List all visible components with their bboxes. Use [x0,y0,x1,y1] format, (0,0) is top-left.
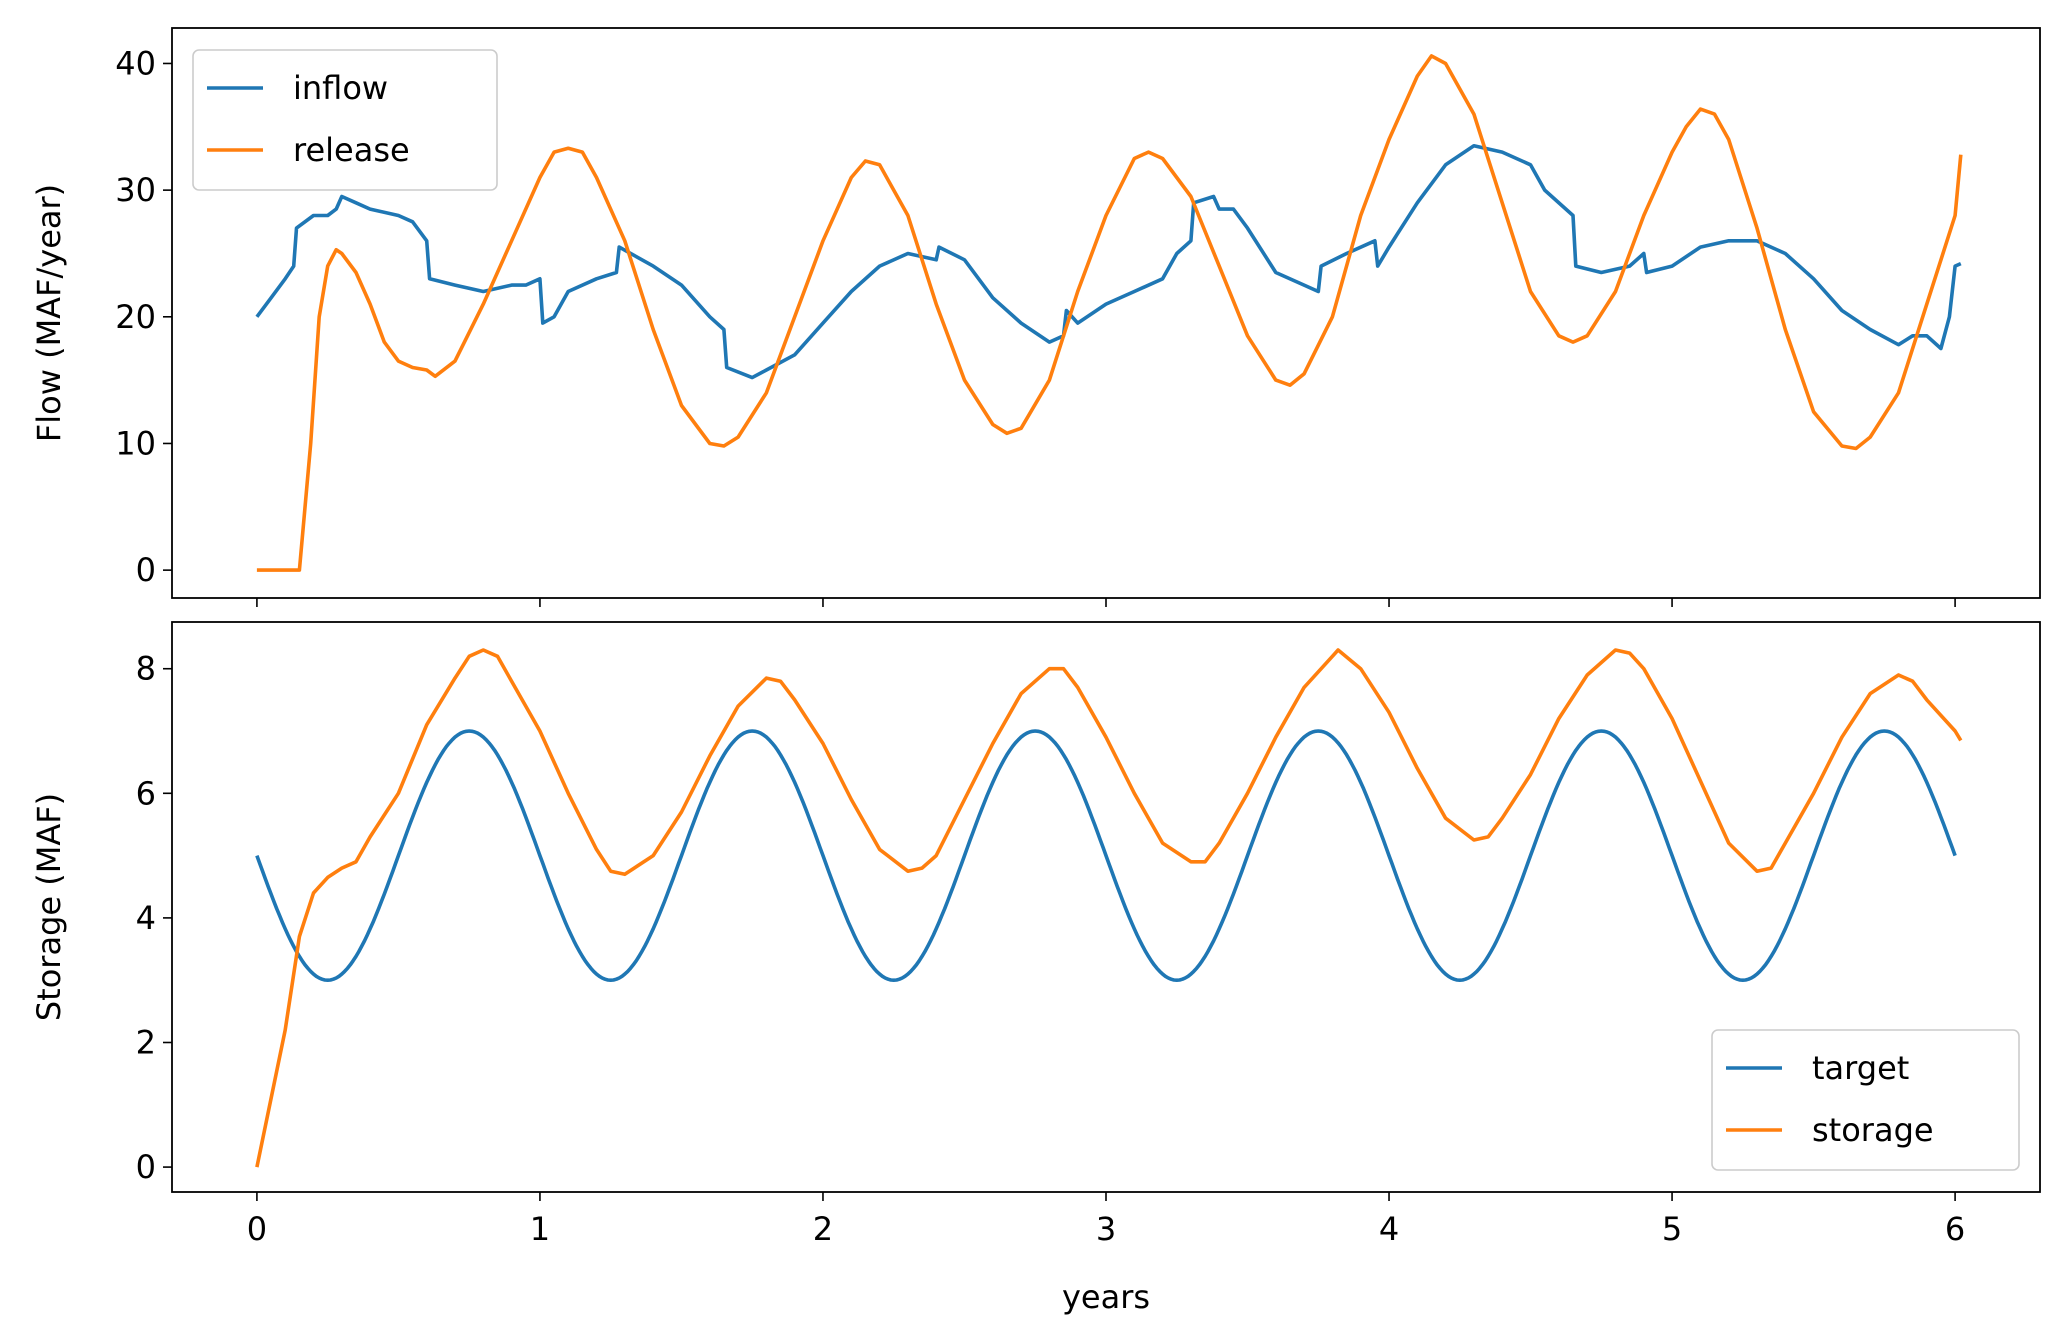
xtick-label: 0 [247,1210,267,1248]
x-axis-label: years [1062,1278,1150,1316]
storage-legend: target storage [1711,1029,2020,1171]
series-line-inflow [255,144,1962,380]
xtick-label: 6 [1945,1210,1965,1248]
storage-y-axis-label: Storage (MAF) [30,793,68,1021]
flow-panel: 0 10 20 30 40 Flow (MAF/year) inflow release [30,27,2041,607]
flow-legend: inflow release [192,49,498,191]
storage-ytick-label: 4 [136,899,156,937]
flow-ytick-label: 40 [115,44,156,82]
legend-label-storage: storage [1812,1111,1934,1149]
storage-ytick-label: 2 [136,1023,156,1061]
flow-axes-frame [171,27,2041,599]
legend-label-release: release [293,131,410,169]
storage-panel: 0 2 4 6 8 0 1 2 3 4 5 6 Storage (MAF) target storage [30,621,2041,1248]
series-line-target [255,729,1957,982]
flow-ytick-label: 0 [136,551,156,589]
flow-ytick-label: 20 [115,298,156,336]
xtick-label: 2 [813,1210,833,1248]
xtick-label: 1 [530,1210,550,1248]
flow-y-axis-label: Flow (MAF/year) [30,184,68,442]
storage-ytick-label: 8 [136,650,156,688]
series-line-release [256,54,1963,572]
xtick-label: 3 [1096,1210,1116,1248]
legend-label-target: target [1812,1049,1909,1087]
flow-ytick-label: 10 [115,424,156,462]
flow-ytick-label: 30 [115,171,156,209]
series-line-storage [255,648,1963,1168]
storage-axes-frame [171,621,2041,1193]
storage-ytick-label: 0 [136,1148,156,1186]
xtick-label: 5 [1662,1210,1682,1248]
storage-ytick-label: 6 [136,774,156,812]
legend-label-inflow: inflow [293,69,388,107]
xtick-label: 4 [1379,1210,1399,1248]
